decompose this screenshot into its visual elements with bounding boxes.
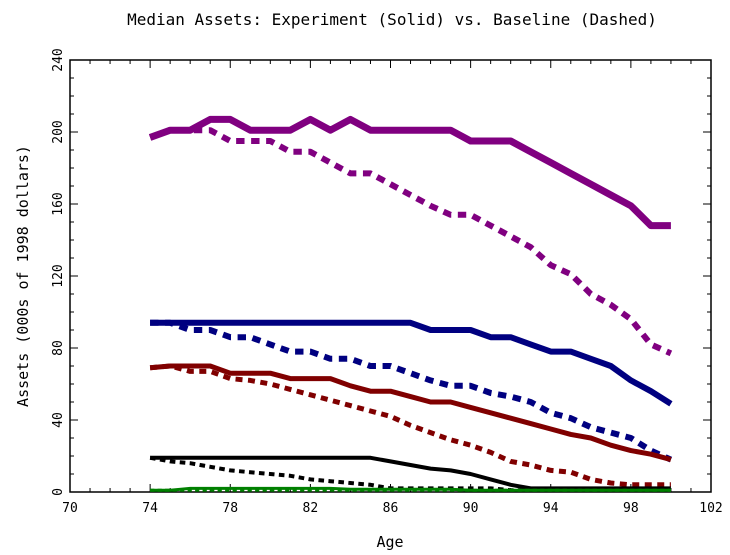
y-tick-label: 40 [51,412,66,428]
series-line-0-solid [148,115,671,230]
y-tick-label: 120 [51,264,66,287]
x-tick-label: 90 [463,501,479,516]
x-tick-label: 74 [142,501,158,516]
series-line-2-solid [150,319,673,407]
series-line-4-solid [149,363,672,463]
series-line-3-dashed [150,319,673,463]
y-tick-label: 200 [51,120,66,143]
y-tick-label: 240 [51,48,66,71]
y-axis: 0 40 80 120 160 200 240 [51,48,711,496]
x-tick-label: 102 [699,501,722,516]
x-axis-label: Age [376,533,403,551]
series-line-1-dashed [149,127,673,357]
x-tick-label: 98 [623,501,639,516]
series-layer [148,115,673,493]
x-tick-label: 94 [543,501,559,516]
y-tick-label: 0 [51,488,66,496]
y-tick-label: 160 [51,192,66,215]
x-tick-label: 82 [303,501,319,516]
series-line-5-dashed [149,363,671,488]
x-tick-label: 70 [62,501,78,516]
y-tick-label: 80 [51,340,66,356]
x-tick-label: 78 [222,501,238,516]
chart-title: Median Assets: Experiment (Solid) vs. Ba… [127,10,657,29]
series-line-6-solid [150,455,671,491]
y-axis-label: Assets (000s of 1998 dollars) [14,145,32,407]
x-tick-label: 86 [383,501,399,516]
plot-frame [69,59,712,493]
series-line-8-solid [150,486,671,492]
series-line-7-dashed [149,455,671,493]
